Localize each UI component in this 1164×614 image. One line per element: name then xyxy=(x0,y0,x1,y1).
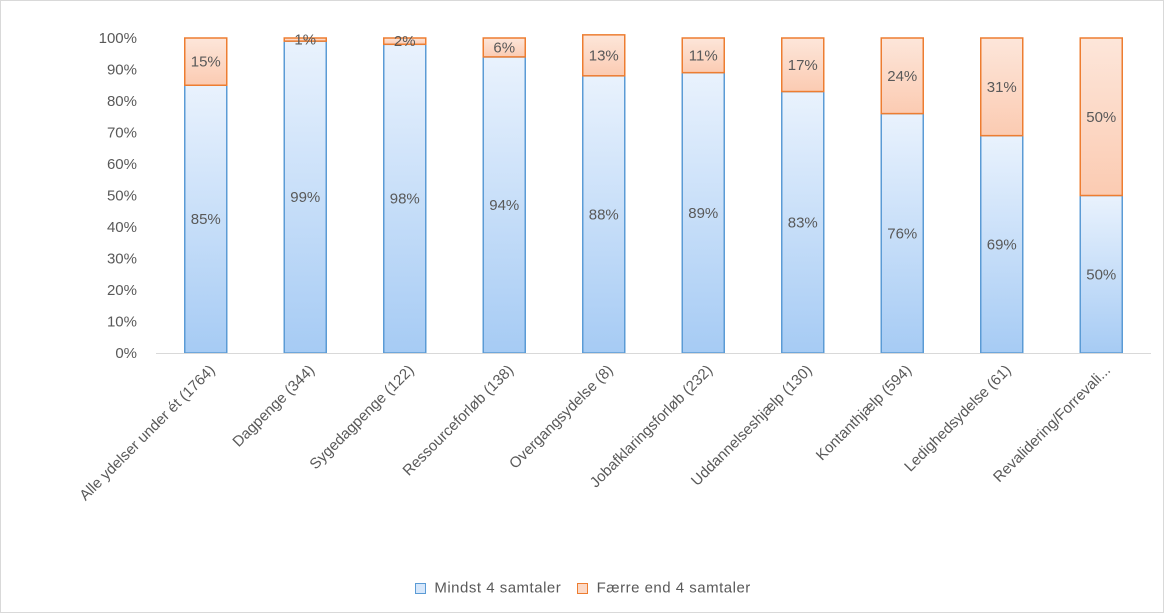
x-category-label: Alle ydelser under ét (1764) xyxy=(76,362,218,504)
bar-mindst-4-samtaler[interactable] xyxy=(781,90,825,354)
y-tick-label: 30% xyxy=(107,251,137,268)
y-axis: 0% 10% 20% 30% 40% 50% 60% 70% 80% 90% 100% xyxy=(99,30,137,362)
data-label-faerre-end-4-samtaler: 1% xyxy=(294,32,316,49)
y-tick-label: 20% xyxy=(107,282,137,299)
data-label-faerre-end-4-samtaler: 6% xyxy=(493,39,515,56)
legend-swatch-orange xyxy=(577,582,589,594)
legend: Mindst 4 samtaler Færre end 4 samtaler xyxy=(1,579,1164,597)
bars: 85% 15% 99% 1% 98% 2% 94% 6% 88% 13% 89% 11% 83% 17% 7… xyxy=(184,32,1123,354)
data-label-mindst-4-samtaler: 50% xyxy=(1086,266,1116,283)
x-category-label: Kontanthjælp (594) xyxy=(813,362,915,464)
x-axis: Alle ydelser under ét (1764) Dagpenge (34… xyxy=(76,353,1151,504)
data-label-faerre-end-4-samtaler: 50% xyxy=(1086,109,1116,126)
data-label-faerre-end-4-samtaler: 11% xyxy=(689,47,718,64)
data-label-faerre-end-4-samtaler: 2% xyxy=(394,33,416,50)
data-label-mindst-4-samtaler: 88% xyxy=(589,206,619,223)
legend-item-series2[interactable]: Færre end 4 samtaler xyxy=(577,579,750,597)
y-tick-label: 80% xyxy=(107,93,137,110)
data-label-mindst-4-samtaler: 76% xyxy=(887,225,917,242)
data-label-faerre-end-4-samtaler: 24% xyxy=(887,68,917,85)
bar-faerre-end-4-samtaler[interactable] xyxy=(681,37,725,74)
data-label-faerre-end-4-samtaler: 17% xyxy=(788,57,818,74)
data-label-mindst-4-samtaler: 94% xyxy=(489,197,519,214)
y-tick-label: 60% xyxy=(107,156,137,173)
y-tick-label: 40% xyxy=(107,219,137,236)
bar-mindst-4-samtaler[interactable] xyxy=(582,75,626,354)
x-category-label: Sygedagpenge (122) xyxy=(306,362,417,473)
legend-swatch-blue xyxy=(415,582,427,594)
data-label-faerre-end-4-samtaler: 15% xyxy=(191,54,221,71)
bar-faerre-end-4-samtaler[interactable] xyxy=(980,37,1024,137)
data-label-faerre-end-4-samtaler: 13% xyxy=(589,47,619,64)
data-label-mindst-4-samtaler: 89% xyxy=(688,205,718,222)
bar-faerre-end-4-samtaler[interactable] xyxy=(184,37,228,86)
data-label-mindst-4-samtaler: 99% xyxy=(290,189,320,206)
bar-mindst-4-samtaler[interactable] xyxy=(184,84,228,354)
y-tick-label: 10% xyxy=(107,314,137,331)
y-tick-label: 0% xyxy=(115,345,137,362)
bar-faerre-end-4-samtaler[interactable] xyxy=(283,37,327,42)
data-label-faerre-end-4-samtaler: 31% xyxy=(987,79,1017,96)
bar-mindst-4-samtaler[interactable] xyxy=(880,112,924,354)
bar-mindst-4-samtaler[interactable] xyxy=(980,134,1024,354)
x-category-label: Ledighedsydelse (61) xyxy=(901,362,1014,475)
data-label-mindst-4-samtaler: 83% xyxy=(788,214,818,231)
y-tick-label: 90% xyxy=(107,62,137,79)
bar-mindst-4-samtaler[interactable] xyxy=(1079,194,1123,354)
x-category-label: Dagpenge (344) xyxy=(229,362,318,451)
y-tick-label: 70% xyxy=(107,125,137,142)
data-label-mindst-4-samtaler: 69% xyxy=(987,236,1017,253)
data-label-mindst-4-samtaler: 85% xyxy=(191,211,221,228)
x-category-label: Revalidering/Forrevali... xyxy=(990,362,1114,486)
bar-mindst-4-samtaler[interactable] xyxy=(383,43,427,354)
bar-faerre-end-4-samtaler[interactable] xyxy=(383,37,427,46)
legend-label-series2: Færre end 4 samtaler xyxy=(596,579,751,597)
y-tick-label: 50% xyxy=(107,188,137,205)
bar-faerre-end-4-samtaler[interactable] xyxy=(482,37,526,58)
legend-item-series1[interactable]: Mindst 4 samtaler xyxy=(415,579,561,597)
bar-faerre-end-4-samtaler[interactable] xyxy=(781,37,825,93)
x-category-label: Overgangsydelse (8) xyxy=(506,362,616,472)
bar-faerre-end-4-samtaler[interactable] xyxy=(1079,37,1123,197)
legend-label-series1: Mindst 4 samtaler xyxy=(434,579,562,597)
bar-faerre-end-4-samtaler[interactable] xyxy=(582,34,626,77)
x-category-label: Ressourceforløb (138) xyxy=(400,362,518,480)
bar-faerre-end-4-samtaler[interactable] xyxy=(880,37,924,115)
y-tick-label: 100% xyxy=(99,30,137,47)
data-label-mindst-4-samtaler: 98% xyxy=(390,191,420,208)
